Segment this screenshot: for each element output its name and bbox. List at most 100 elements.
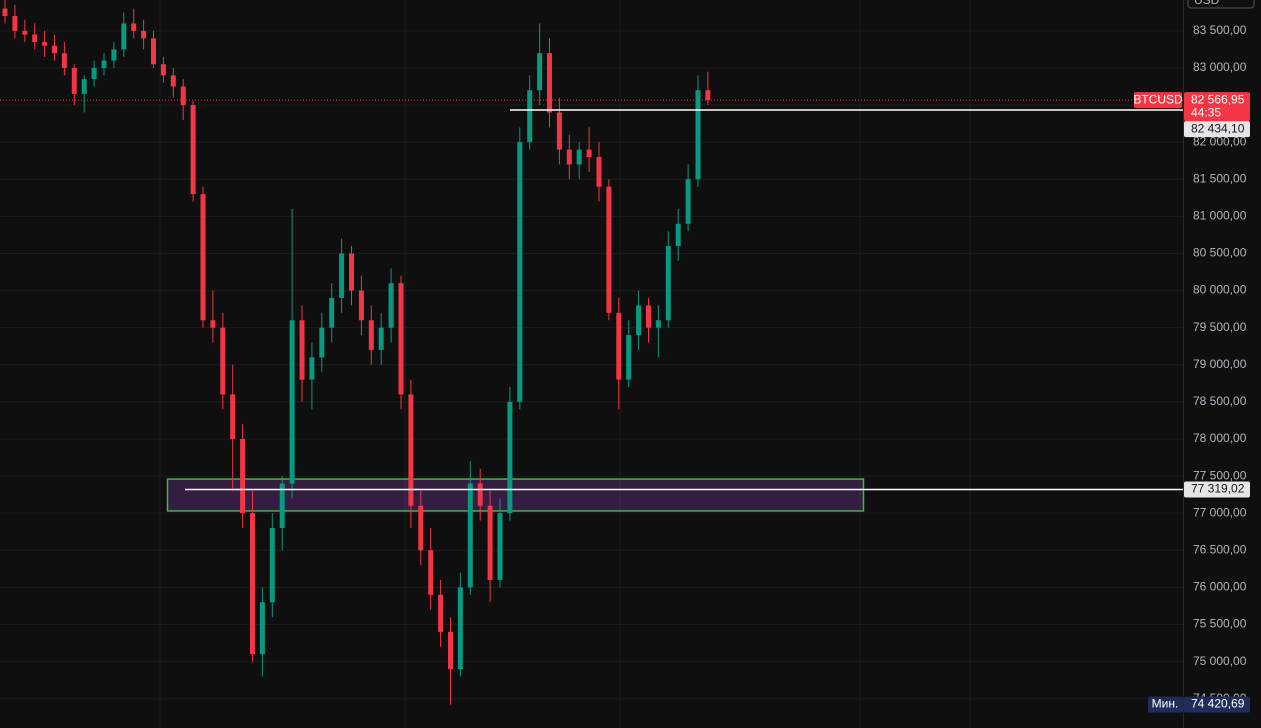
y-tick-label: 77 500,00 xyxy=(1193,468,1247,482)
candle-body xyxy=(131,23,137,31)
candle-body xyxy=(368,320,374,350)
candle-body xyxy=(507,401,513,514)
candle-body xyxy=(81,79,87,94)
candle-body xyxy=(675,223,681,247)
level-box xyxy=(1184,121,1250,138)
candle-body xyxy=(339,253,345,298)
level-label: 82 434,10 xyxy=(1191,121,1245,135)
candle-body xyxy=(141,30,147,39)
candle-body xyxy=(91,67,97,80)
candle-body xyxy=(616,312,622,380)
candle-body xyxy=(646,305,651,328)
currency: USD xyxy=(1194,0,1220,7)
candle-body xyxy=(71,67,77,94)
candle-body xyxy=(428,550,434,595)
candle-body xyxy=(170,75,176,87)
y-tick-label: 78 500,00 xyxy=(1193,394,1247,408)
candle-body xyxy=(329,297,335,328)
candle-body xyxy=(220,327,226,395)
min-tag: Мин. xyxy=(1152,697,1179,711)
candle-body xyxy=(160,64,166,76)
y-tick-label: 83 000,00 xyxy=(1193,60,1247,74)
candle-body xyxy=(586,149,592,158)
y-tick-label: 79 000,00 xyxy=(1193,357,1247,371)
candle-body xyxy=(210,320,216,328)
candle-body xyxy=(61,53,67,68)
candle-body xyxy=(250,513,255,655)
countdown: 44:35 xyxy=(1191,105,1221,119)
candle-body xyxy=(408,394,414,506)
candle-body xyxy=(32,34,38,42)
candle-body xyxy=(457,587,463,670)
candle-body xyxy=(388,283,394,328)
candle-body xyxy=(418,505,424,551)
candle-body xyxy=(665,246,671,321)
candle-body xyxy=(556,112,562,150)
candle-body xyxy=(467,483,473,588)
candle-body xyxy=(527,90,533,143)
candle-body xyxy=(111,49,117,61)
min-tag-box xyxy=(1148,696,1183,713)
candle-body xyxy=(309,357,315,380)
y-tick-label: 81 500,00 xyxy=(1193,171,1247,185)
y-tick-label: 77 000,00 xyxy=(1193,505,1247,519)
candle-body xyxy=(596,157,602,187)
candle-body xyxy=(636,305,642,336)
candle-body xyxy=(398,283,404,395)
candle-body xyxy=(547,53,552,113)
candle-body xyxy=(52,45,57,54)
y-tick-label: 81 000,00 xyxy=(1193,209,1247,223)
plot xyxy=(0,0,1183,705)
y-tick-label: 78 000,00 xyxy=(1193,431,1247,445)
min-label: 74 420,69 xyxy=(1191,697,1245,711)
candle-body xyxy=(319,327,325,358)
candle-body xyxy=(299,320,305,380)
candle-body xyxy=(230,394,236,439)
candle-body xyxy=(517,142,523,402)
candle-body xyxy=(42,41,48,46)
candle-body xyxy=(477,483,483,506)
candle-body xyxy=(438,594,444,632)
candle-body xyxy=(695,90,701,180)
y-tick-label: 79 500,00 xyxy=(1193,320,1247,334)
currency-box xyxy=(1187,0,1255,9)
min-box xyxy=(1184,696,1250,713)
candle-body xyxy=(22,30,28,35)
candle-body xyxy=(180,86,186,106)
candle-body xyxy=(626,335,632,380)
candle-body xyxy=(190,105,196,195)
candle-body xyxy=(279,483,285,529)
candle-body xyxy=(448,631,453,670)
y-tick-label: 76 500,00 xyxy=(1193,542,1247,556)
level-label: 77 319,02 xyxy=(1191,482,1245,496)
candle-body xyxy=(537,53,543,91)
y-tick-label: 75 500,00 xyxy=(1193,617,1247,631)
candle-body xyxy=(497,513,503,580)
candle-body xyxy=(259,602,265,655)
y-tick-label: 75 000,00 xyxy=(1193,654,1247,668)
candle-body xyxy=(606,186,612,313)
symbol-box xyxy=(1134,92,1182,109)
candle-body xyxy=(655,320,661,328)
candle-body xyxy=(240,438,246,514)
last-price-box xyxy=(1184,92,1250,122)
candle-body xyxy=(151,38,156,65)
candle-body xyxy=(349,253,354,291)
candle-body xyxy=(289,320,295,484)
candle-body xyxy=(566,149,572,165)
candle-body xyxy=(2,8,8,17)
candle-body xyxy=(705,90,711,101)
grid xyxy=(0,30,1183,700)
candle-body xyxy=(269,528,275,603)
candle-body xyxy=(101,60,107,68)
y-tick-label: 76 000,00 xyxy=(1193,580,1247,594)
candle-body xyxy=(121,23,127,50)
candle-body xyxy=(576,149,582,165)
level-box xyxy=(1184,481,1250,498)
candle-body xyxy=(200,194,206,321)
y-tick-label: 83 500,00 xyxy=(1193,23,1247,37)
y-tick-label: 80 500,00 xyxy=(1193,246,1247,260)
